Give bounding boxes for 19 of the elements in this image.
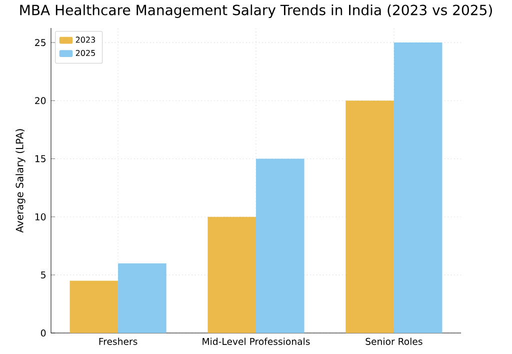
- legend-label: 2025: [76, 50, 95, 56]
- x-tick-label: Mid-Level Professionals: [202, 338, 310, 345]
- legend-label: 2023: [76, 36, 96, 43]
- bar: [394, 42, 442, 334]
- y-axis-title: Average Salary (LPA): [16, 129, 26, 233]
- y-tick-label: 20: [35, 97, 46, 104]
- y-tick-label: 5: [41, 271, 46, 278]
- y-tick-label: 25: [35, 39, 46, 46]
- bar: [70, 280, 118, 334]
- bar: [346, 100, 394, 334]
- bar: [118, 263, 166, 334]
- x-tick-label: Freshers: [99, 338, 138, 345]
- x-tick-label: Senior Roles: [366, 338, 422, 345]
- y-tick-label: 15: [35, 155, 46, 162]
- y-tick-label: 10: [35, 213, 46, 220]
- y-tick-label: 0: [40, 329, 46, 337]
- chart-title: MBA Healthcare Management Salary Trends in India (2023 vs 2025): [20, 4, 492, 18]
- bar: [256, 158, 304, 334]
- bar: [208, 216, 256, 334]
